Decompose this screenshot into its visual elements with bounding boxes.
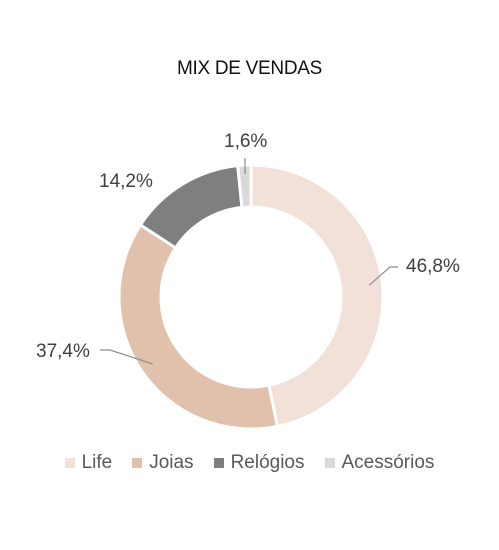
leader-line-life <box>369 266 398 286</box>
chart-legend: Life Joias Relógios Acessórios <box>0 452 499 474</box>
slice-acessórios <box>236 163 253 210</box>
legend-label: Relógios <box>230 452 305 473</box>
legend-swatch <box>324 458 335 468</box>
legend-label: Acessórios <box>341 452 435 473</box>
data-label-relógios: 14,2% <box>99 171 153 192</box>
legend-label: Life <box>81 452 113 473</box>
slice-life <box>249 163 385 429</box>
legend-label: Joias <box>149 452 194 473</box>
slice-joias <box>117 222 280 431</box>
data-label-joias: 37,4% <box>36 341 90 362</box>
legend-swatch <box>213 458 224 468</box>
legend-swatch <box>132 458 143 468</box>
legend-item-joias: Joias <box>132 452 194 474</box>
data-label-acessórios: 1,6% <box>224 131 267 152</box>
legend-item-relógios: Relógios <box>213 452 305 474</box>
legend-item-life: Life <box>64 452 113 474</box>
legend-item-acessórios: Acessórios <box>324 452 435 474</box>
donut-slices <box>117 163 385 431</box>
leader-lines <box>100 157 398 365</box>
data-labels: 46,8% 37,4% 14,2% 1,6% <box>36 131 460 362</box>
slice-relógios <box>138 164 244 250</box>
chart-title: MIX DE VENDAS <box>177 58 322 79</box>
legend-swatch <box>64 458 75 468</box>
data-label-life: 46,8% <box>406 256 460 277</box>
leader-line-joias <box>100 349 153 365</box>
